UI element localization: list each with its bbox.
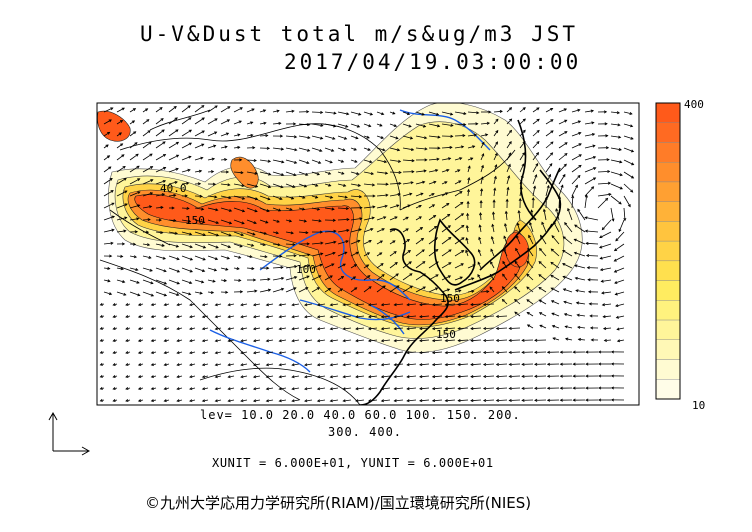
colorbar-swatch (655, 240, 681, 262)
colorbar-swatch (655, 161, 681, 183)
colorbar-swatch (655, 221, 681, 242)
map-timestamp: 2017/04/19.03:00:00 (284, 50, 582, 74)
colorbar-swatch (655, 300, 681, 321)
colorbar-swatch (655, 142, 681, 163)
unit-vector-legend (48, 411, 91, 456)
contour-label-150-south: 150 (436, 328, 456, 341)
contour-label-150-west: 150 (185, 214, 205, 227)
dust-plume (97, 103, 583, 353)
map-frame (96, 102, 640, 406)
colorbar-swatch (655, 319, 681, 341)
colorbar-swatch (655, 181, 681, 202)
colorbar-swatch (655, 201, 681, 222)
contour-label-150-east: 150 (440, 292, 460, 305)
colorbar-swatch (655, 280, 681, 301)
contour-label-40: 40.0 (160, 182, 187, 195)
map-title: U-V&Dust total m/s&ug/m3 JST (140, 22, 579, 46)
colorbar (655, 102, 681, 400)
contour-label-100: 100 (296, 263, 316, 276)
vector-units: XUNIT = 6.000E+01, YUNIT = 6.000E+01 (212, 456, 494, 470)
colorbar-swatch (655, 359, 681, 380)
colorbar-swatch (655, 102, 681, 123)
colorbar-max-label: 400 (684, 98, 704, 111)
colorbar-min-label: 10 (692, 399, 706, 412)
copyright-credit: ©九州大学応用力学研究所(RIAM)/国立環境研究所(NIES) (145, 494, 532, 512)
colorbar-frame (655, 102, 681, 400)
contour-levels: lev= 10.0 20.0 40.0 60.0 100. 150. 200. (200, 408, 521, 422)
colorbar-swatch (655, 379, 681, 400)
wind-vectors (99, 105, 635, 403)
colorbar-swatch (655, 260, 681, 281)
colorbar-swatch (655, 122, 681, 143)
colorbar-swatch (655, 339, 681, 360)
dust-spot-north-west (97, 110, 131, 142)
contour-levels-cont: 300. 400. (328, 425, 403, 439)
